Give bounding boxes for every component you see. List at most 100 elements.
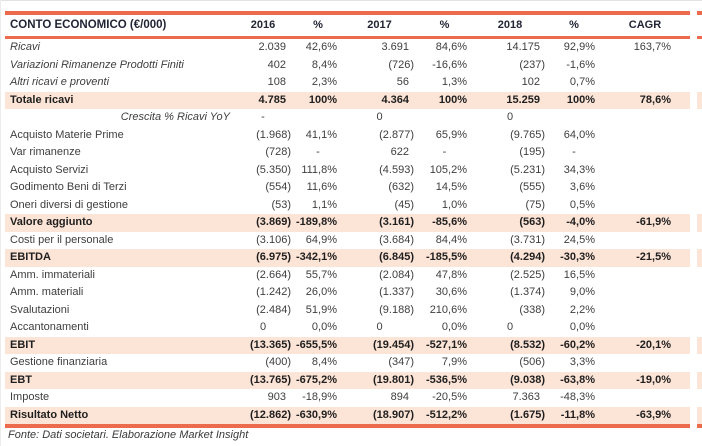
cell-value: 41,1% [305, 128, 337, 141]
cell-value: 84,4% [435, 233, 467, 246]
cell-value: 0,0% [441, 321, 467, 333]
cell-value: 84,6% [435, 41, 467, 53]
column-header: % [417, 13, 472, 39]
table-row: Ricavi 2.039 42,6% 3.691 84,6% 14.175 92,9% 163… [5, 38, 690, 57]
cell-value: 903 [267, 391, 286, 403]
table-row: Costi per il personale (3.106) 64,9% (3.684… [5, 232, 690, 250]
cell-value [548, 109, 600, 127]
column-header: % [294, 13, 342, 39]
cell-value: 894 [390, 391, 409, 403]
cell-value: -342,1% [294, 249, 342, 267]
cell-value: (237) [519, 58, 545, 71]
cell-value: 0 [506, 321, 514, 333]
sliver-row [697, 91, 702, 109]
sliver-row [697, 196, 702, 214]
row-label: Accantonamenti [10, 321, 89, 333]
table-row: Gestione finanziaria (400) 8,4% (347) 7,9% (5… [5, 354, 690, 372]
cell-value: 64,9% [305, 233, 337, 246]
cell-value [600, 57, 690, 75]
cell-value: 1,0% [441, 198, 467, 211]
cell-value: (3.161) [342, 214, 417, 232]
cell-value: 100% [294, 91, 342, 109]
cell-value: 0,5% [569, 198, 595, 211]
sliver-row [697, 109, 702, 127]
table-row: EBIT (13.365) -655,5% (19.454) -527,1% (8.532… [5, 336, 690, 354]
cell-value: -536,5% [417, 371, 472, 389]
cell-value: 14,5% [435, 181, 467, 193]
cell-value [600, 127, 690, 145]
cell-value: (1.675) [472, 406, 548, 426]
cell-value [417, 109, 472, 127]
cell-value [600, 144, 690, 162]
row-label: EBITDA [5, 249, 232, 267]
cell-value: (338) [519, 303, 545, 316]
source-note: Fonte: Dati societari. Elaborazione Mark… [8, 429, 249, 441]
cell-value: -1,6% [566, 58, 595, 71]
cell-value: 92,9% [563, 41, 595, 53]
table-row: Acquisto Materie Prime (1.968) 41,1% (2.877… [5, 127, 690, 145]
cell-value: 51,9% [305, 303, 337, 316]
cell-value: -527,1% [417, 336, 472, 354]
cell-value: 402 [267, 58, 286, 71]
cell-value: (18.907) [342, 406, 417, 426]
cell-value: (5.231) [510, 163, 545, 176]
table-row: EBITDA (6.975) -342,1% (6.845) -185,5% (4.294… [5, 249, 690, 267]
row-label: Altri ricavi e proventi [10, 76, 110, 88]
cell-value: -60,2% [548, 336, 600, 354]
row-label: Valore aggiunto [5, 214, 232, 232]
sliver-row [697, 56, 702, 74]
cell-value: 55,7% [305, 268, 337, 281]
cell-value [600, 109, 690, 127]
cell-value: (1.242) [256, 286, 291, 298]
table-row: Var rimanenze (728) - 622 - (195) - [5, 144, 690, 162]
cell-value: -63,9% [600, 406, 690, 426]
sliver-row [697, 389, 702, 407]
sliver-row [697, 301, 702, 319]
sliver-row [697, 354, 702, 372]
cell-value [600, 284, 690, 302]
cell-value: (12.862) [232, 406, 294, 426]
cell-value [600, 197, 690, 215]
cell-value: (506) [519, 356, 545, 368]
cell-value: -512,2% [417, 406, 472, 426]
cell-value: 64,0% [563, 128, 595, 141]
table-area: CONTO ECONOMICO (€/000) 2016% 2017% 2018% C… [5, 11, 702, 428]
row-label: Godimento Beni di Terzi [10, 181, 127, 193]
cell-value: (53) [271, 198, 291, 211]
table-row: Risultato Netto (12.862) -630,9% (18.907) -5… [5, 406, 690, 426]
cell-value: 42,6% [305, 41, 337, 53]
sliver-row [697, 214, 702, 232]
table-row: EBT (13.765) -675,2% (19.801) -536,5% (9.038)… [5, 371, 690, 389]
cell-value: 105,2% [429, 163, 467, 176]
cell-value: -18,9% [302, 391, 337, 403]
cell-value [600, 319, 690, 337]
row-label: Crescita % Ricavi YoY [120, 111, 230, 123]
cell-value: -85,6% [417, 214, 472, 232]
row-label: Risultato Netto [5, 406, 232, 426]
cell-value: 100% [548, 91, 600, 109]
cell-value: -61,9% [600, 214, 690, 232]
cell-value: -4,0% [548, 214, 600, 232]
table-row: Valore aggiunto (3.869) -189,8% (3.161) -85,… [5, 214, 690, 232]
row-label: Imposte [10, 391, 50, 403]
cell-value: (554) [265, 181, 291, 193]
cell-value: -185,5% [417, 249, 472, 267]
cell-value: 14.175 [506, 41, 540, 53]
cell-value: -189,8% [294, 214, 342, 232]
table-row: Amm. immateriali (2.664) 55,7% (2.084) 47,8%… [5, 267, 690, 285]
sliver-row [697, 266, 702, 284]
column-header: 2018 [472, 13, 548, 39]
cell-value: 3,3% [569, 356, 595, 368]
cell-value: 0 [376, 111, 383, 123]
cell-value: 0,0% [311, 321, 337, 333]
cell-value: 622 [390, 146, 409, 158]
sliver-row [697, 161, 702, 179]
sliver-row [697, 319, 702, 337]
table-row: Crescita % Ricavi YoY - 0 0 [5, 109, 690, 127]
table-row: Altri ricavi e proventi 108 2,3% 56 1,3% 102 0… [5, 74, 690, 92]
cell-value: (4.294) [472, 249, 548, 267]
cell-value: (195) [519, 146, 545, 158]
header-row: CONTO ECONOMICO (€/000) 2016% 2017% 2018% C… [5, 13, 690, 39]
cell-value: 210,6% [429, 303, 467, 316]
